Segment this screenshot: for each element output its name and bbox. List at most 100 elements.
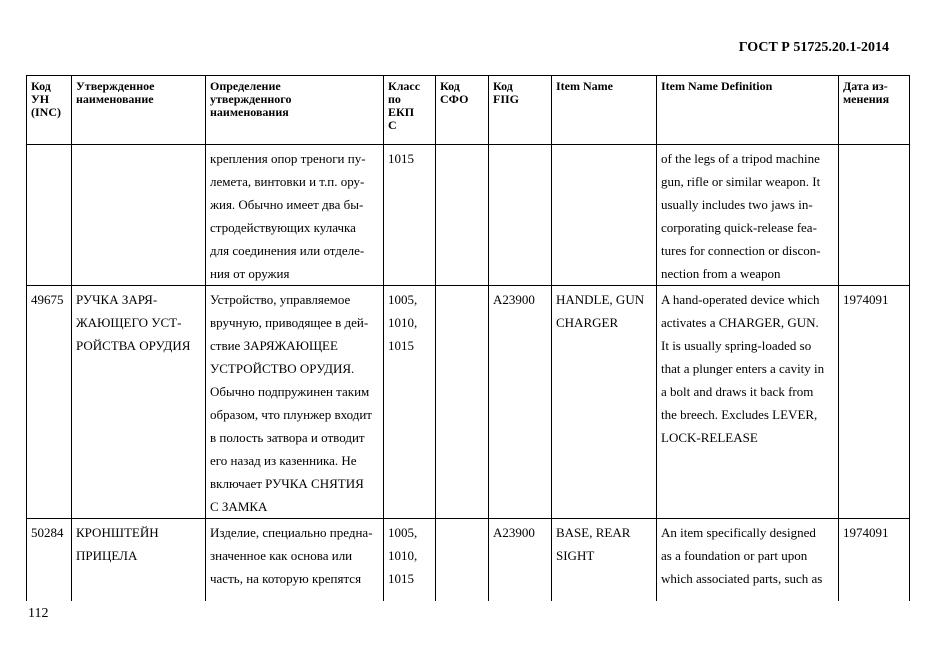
column-header-item-name: Item Name: [551, 75, 657, 145]
cell-sfo: [435, 285, 489, 519]
header-line: Код: [31, 79, 51, 93]
document-code: ГОСТ Р 51725.20.1-2014: [738, 40, 889, 55]
cell-item-name: [551, 144, 657, 286]
header-line: (INC): [31, 105, 61, 119]
table-row: 50284 КРОНШТЕЙН ПРИЦЕЛА Изделие, специально…: [26, 518, 910, 601]
cell-line: the breech. Excludes LEVER,: [661, 407, 818, 422]
cell-item-name: BASE, REAR SIGHT: [551, 518, 657, 601]
cell-line: ЖАЮЩЕГО УСТ-: [76, 315, 182, 330]
cell-line: 1974091: [843, 292, 889, 307]
header-line: УН: [31, 92, 50, 106]
cell-line: вручную, приводящее в дей-: [210, 315, 369, 330]
cell-line: activates a CHARGER, GUN.: [661, 315, 819, 330]
cell-line: 1974091: [843, 525, 889, 540]
header-line: Код: [493, 79, 513, 93]
cell-line: УСТРОЙСТВО ОРУДИЯ.: [210, 361, 355, 376]
cell-line: HANDLE, GUN: [556, 292, 645, 307]
cell-class: 1005, 1010, 1015: [383, 285, 436, 519]
cell-line: corporating quick-release fea-: [661, 220, 817, 235]
cell-line: ПРИЦЕЛА: [76, 548, 138, 563]
cell-class: 1005, 1010, 1015: [383, 518, 436, 601]
cell-line: nection from a weapon: [661, 266, 781, 281]
cell-fiig: A23900: [488, 285, 552, 519]
cell-line: SIGHT: [556, 548, 595, 563]
cell-item-def: An item specifically designed as a founda…: [656, 518, 839, 601]
cell-line: РУЧКА ЗАРЯ-: [76, 292, 158, 307]
cell-line: gun, rifle or similar weapon. It: [661, 174, 821, 189]
cell-line: BASE, REAR: [556, 525, 631, 540]
header-line: утвержденного: [210, 92, 292, 106]
cell-fiig: [488, 144, 552, 286]
header-line: FIIG: [493, 92, 520, 106]
cell-name: [71, 144, 206, 286]
header-line: наименование: [76, 92, 154, 106]
header-line: Item Name: [556, 79, 613, 93]
column-header-date: Дата из-менения: [838, 75, 910, 145]
cell-definition: крепления опор треноги пу-лемета, винтов…: [205, 144, 384, 286]
cell-line: 49675: [31, 292, 64, 307]
cell-line: для соединения или отделе-: [210, 243, 365, 258]
items-table: Код УН (INC) Утвержденное наименование Опреде…: [26, 75, 910, 601]
column-header-sfo: Код СФО: [435, 75, 489, 145]
cell-inc: 50284: [26, 518, 72, 601]
cell-line: that a plunger enters a cavity in: [661, 361, 825, 376]
cell-line: 1015: [388, 571, 414, 586]
cell-date: 1974091: [838, 285, 910, 519]
cell-line: LOCK-RELEASE: [661, 430, 758, 445]
header-line: Определение: [210, 79, 281, 93]
cell-line: A23900: [493, 525, 535, 540]
cell-line: 50284: [31, 525, 64, 540]
cell-definition: Изделие, специально предна-значенное как…: [205, 518, 384, 601]
cell-line: 1010,: [388, 548, 418, 563]
cell-item-def: of the legs of a tripod machine gun, rifl…: [656, 144, 839, 286]
cell-line: стродействующих кулачка: [210, 220, 356, 235]
column-header-item-def: Item Name Definition: [656, 75, 839, 145]
header-line: менения: [843, 92, 890, 106]
header-line: С: [388, 118, 397, 132]
page-number: 112: [28, 606, 49, 621]
cell-line: 1010,: [388, 315, 418, 330]
cell-line: жия. Обычно имеет два бы-: [210, 197, 364, 212]
cell-line: часть, на которую крепятся: [210, 571, 362, 586]
cell-line: Обычно подпружинен таким: [210, 384, 370, 399]
header-line: Код: [440, 79, 460, 93]
cell-line: usually includes two jaws in-: [661, 197, 813, 212]
cell-line: Устройство, управляемое: [210, 292, 351, 307]
cell-item-name: HANDLE, GUN CHARGER: [551, 285, 657, 519]
cell-line: 1015: [388, 338, 414, 353]
cell-fiig: A23900: [488, 518, 552, 601]
cell-line: в полость затвора и отводит: [210, 430, 365, 445]
table-row: крепления опор треноги пу-лемета, винтов…: [26, 144, 910, 286]
column-header-name: Утвержденное наименование: [71, 75, 206, 145]
cell-item-def: A hand-operated device which activates a …: [656, 285, 839, 519]
cell-name: РУЧКА ЗАРЯ- ЖАЮЩЕГО УСТ- РОЙСТВА ОРУДИЯ: [71, 285, 206, 519]
cell-line: CHARGER: [556, 315, 619, 330]
header-line: СФО: [440, 92, 469, 106]
cell-line: РОЙСТВА ОРУДИЯ: [76, 338, 191, 353]
cell-date: [838, 144, 910, 286]
cell-line: включает РУЧКА СНЯТИЯ: [210, 476, 364, 491]
cell-line: It is usually spring-loaded so: [661, 338, 812, 353]
cell-line: С ЗАМКА: [210, 499, 268, 514]
cell-line: An item specifically designed: [661, 525, 816, 540]
cell-line: ствие ЗАРЯЖАЮЩЕЕ: [210, 338, 338, 353]
cell-line: крепления опор треноги пу-: [210, 151, 366, 166]
header-line: наименования: [210, 105, 289, 119]
cell-sfo: [435, 518, 489, 601]
cell-line: as a foundation or part upon: [661, 548, 808, 563]
cell-line: Изделие, специально предна-: [210, 525, 373, 540]
cell-line: tures for connection or discon-: [661, 243, 821, 258]
cell-line: A hand-operated device which: [661, 292, 820, 307]
header-line: Утвержденное: [76, 79, 155, 93]
cell-line: A23900: [493, 292, 535, 307]
cell-name: КРОНШТЕЙН ПРИЦЕЛА: [71, 518, 206, 601]
cell-inc: [26, 144, 72, 286]
table-header-row: Код УН (INC) Утвержденное наименование Опреде…: [26, 75, 910, 145]
cell-line: a bolt and draws it back from: [661, 384, 814, 399]
cell-line: лемета, винтовки и т.п. ору-: [210, 174, 365, 189]
cell-line: 1005,: [388, 525, 418, 540]
cell-line: КРОНШТЕЙН: [76, 525, 159, 540]
cell-inc: 49675: [26, 285, 72, 519]
cell-line: of the legs of a tripod machine: [661, 151, 820, 166]
